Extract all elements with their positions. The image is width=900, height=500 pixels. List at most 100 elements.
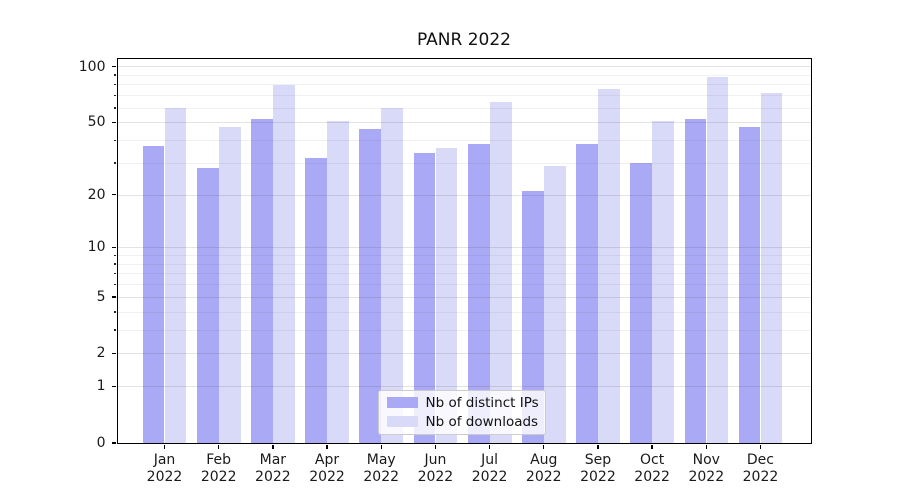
month-name: Sep [584, 452, 612, 468]
y-tick-mark-5 [112, 296, 116, 298]
bar-downloads-dec [760, 92, 783, 443]
x-tick-label-jan: Jan 2022 [137, 452, 191, 485]
y-tick-mark-minor-70 [113, 94, 116, 97]
month-year: 2022 [580, 468, 616, 485]
bar-downloads-jun [435, 148, 458, 443]
month-name: Jan [153, 452, 176, 468]
y-tick-mark-minor-40 [113, 139, 116, 141]
x-tick-mark-dec [759, 444, 762, 449]
month-year: 2022 [200, 468, 237, 485]
bar-downloads-nov [706, 76, 729, 443]
y-tick-label-2: 2 [96, 345, 106, 362]
month-year: 2022 [417, 468, 454, 485]
legend: Nb of distinct IPs Nb of downloads [377, 389, 546, 435]
x-tick-label-nov: Nov 2022 [679, 452, 733, 485]
x-tick-mark-nov [705, 444, 707, 449]
y-tick-mark-minor-6 [113, 283, 116, 286]
bar-downloads-sep [598, 88, 620, 443]
month-name: Feb [206, 452, 232, 468]
month-year: 2022 [525, 468, 562, 485]
y-tick-mark-minor-9 [113, 254, 116, 257]
bar-distinct-ips-oct [630, 162, 653, 443]
x-tick-mark-jul [488, 444, 491, 449]
bar-distinct-ips-dec [738, 127, 761, 443]
month-year: 2022 [688, 468, 725, 485]
y-tick-mark-minor-30 [113, 162, 116, 164]
y-tick-label-1: 1 [96, 378, 106, 395]
legend-label-distinct-ips: Nb of distinct IPs [425, 394, 539, 411]
y-tick-mark-0 [112, 442, 116, 444]
bar-distinct-ips-apr [305, 157, 328, 443]
y-tick-label-5: 5 [96, 288, 106, 305]
bar-distinct-ips-jun [413, 152, 436, 443]
x-tick-label-jun: Jun 2022 [408, 452, 462, 485]
x-tick-mark-jan [163, 444, 166, 449]
plot-area: PANR 2022 0 1 2 5 10 20 50 100 Jan 2022 Feb 2022 Ma… [79, 30, 812, 485]
gridline-major-100 [117, 66, 811, 68]
x-tick-mark-apr [326, 444, 328, 449]
x-tick-mark-feb [217, 444, 220, 449]
x-tick-mark-may [380, 444, 382, 449]
y-tick-mark-minor-80 [113, 83, 116, 86]
month-name: May [366, 452, 396, 468]
bar-distinct-ips-jul [467, 144, 490, 443]
bar-distinct-ips-sep [576, 144, 598, 443]
bar-downloads-mar [273, 84, 295, 443]
legend-row-downloads: Nb of downloads [379, 413, 545, 430]
legend-swatch-distinct-ips [386, 397, 418, 408]
y-tick-mark-1 [112, 385, 116, 388]
month-year: 2022 [742, 468, 779, 485]
x-tick-label-mar: Mar 2022 [246, 452, 300, 485]
x-tick-mark-sep [597, 444, 599, 449]
x-tick-label-feb: Feb 2022 [192, 452, 246, 485]
month-name: Oct [639, 452, 665, 468]
y-tick-mark-minor-60 [113, 107, 116, 109]
x-tick-label-may: May 2022 [354, 452, 408, 485]
month-year: 2022 [471, 468, 508, 485]
bar-downloads-jan [164, 107, 187, 443]
y-tick-label-0: 0 [96, 435, 106, 451]
y-tick-label-10: 10 [87, 239, 106, 256]
x-tick-label-apr: Apr 2022 [300, 452, 354, 485]
y-tick-mark-minor-4 [113, 311, 116, 313]
month-year: 2022 [146, 468, 183, 485]
month-year: 2022 [255, 468, 291, 485]
y-tick-mark-20 [112, 193, 116, 196]
bar-distinct-ips-feb [196, 168, 219, 443]
month-name: Nov [692, 452, 720, 468]
month-year: 2022 [309, 468, 345, 485]
legend-label-downloads: Nb of downloads [425, 413, 539, 430]
bar-downloads-feb [218, 127, 241, 443]
x-tick-mark-oct [651, 444, 653, 449]
month-year: 2022 [363, 468, 400, 485]
bar-downloads-jul [489, 102, 512, 443]
x-tick-label-aug: Aug 2022 [517, 452, 571, 485]
bar-downloads-apr [327, 120, 350, 443]
x-tick-label-dec: Dec 2022 [733, 452, 787, 485]
bar-distinct-ips-may [359, 128, 382, 443]
bar-downloads-oct [652, 120, 675, 443]
month-name: Apr [314, 452, 340, 468]
y-tick-mark-minor-3 [113, 329, 116, 331]
y-tick-mark-minor-8 [113, 263, 116, 265]
x-tick-mark-aug [543, 444, 545, 449]
month-name: Mar [259, 452, 287, 468]
bar-downloads-may [381, 107, 404, 443]
x-tick-label-jul: Jul 2022 [462, 452, 516, 485]
x-tick-mark-mar [272, 444, 274, 449]
bar-distinct-ips-mar [251, 119, 273, 443]
y-tick-label-100: 100 [78, 58, 106, 75]
bar-distinct-ips-nov [684, 119, 707, 443]
month-name: Jul [481, 452, 499, 468]
legend-row-distinct-ips: Nb of distinct IPs [379, 394, 545, 411]
legend-swatch-downloads [386, 416, 418, 427]
month-year: 2022 [634, 468, 670, 485]
month-name: Dec [746, 452, 774, 468]
x-tick-label-oct: Oct 2022 [625, 452, 679, 485]
bar-distinct-ips-aug [521, 190, 544, 443]
chart-title: PANR 2022 [417, 29, 511, 50]
y-tick-mark-minor-90 [113, 74, 116, 76]
y-tick-mark-2 [112, 352, 116, 355]
y-tick-label-20: 20 [87, 186, 106, 203]
